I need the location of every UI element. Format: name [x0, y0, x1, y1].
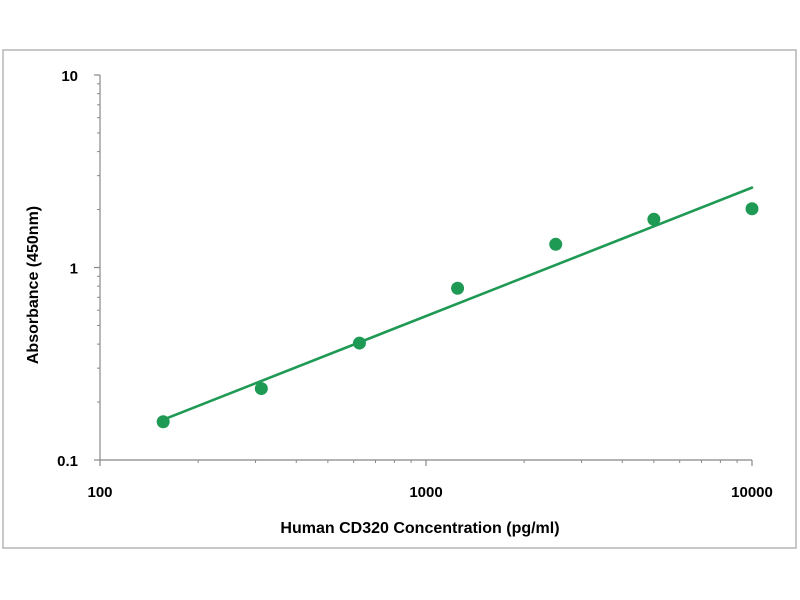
data-point	[254, 382, 268, 396]
y-tick-label: 0.1	[57, 453, 78, 470]
y-tick-label: 1	[70, 261, 78, 278]
data-point	[745, 202, 759, 216]
chart-border	[2, 49, 797, 549]
x-axis-title: Human CD320 Concentration (pg/ml)	[280, 520, 559, 537]
data-point	[156, 415, 170, 429]
standard-curve-line	[161, 186, 754, 421]
tick-labels: 100 1000 10000 10 1 0.1	[57, 68, 773, 501]
y-tick-label: 10	[61, 68, 78, 85]
fit-line-layer	[161, 186, 754, 421]
x-tick-label: 100	[87, 484, 112, 501]
data-point	[549, 237, 563, 251]
y-axis-title: Absorbance (450nm)	[25, 206, 42, 364]
x-tick-label: 10000	[731, 484, 773, 501]
data-points-layer	[156, 202, 759, 429]
data-point	[647, 212, 661, 226]
axes	[94, 74, 753, 466]
data-point	[451, 281, 465, 295]
x-tick-label: 1000	[409, 484, 442, 501]
data-point	[352, 336, 366, 350]
